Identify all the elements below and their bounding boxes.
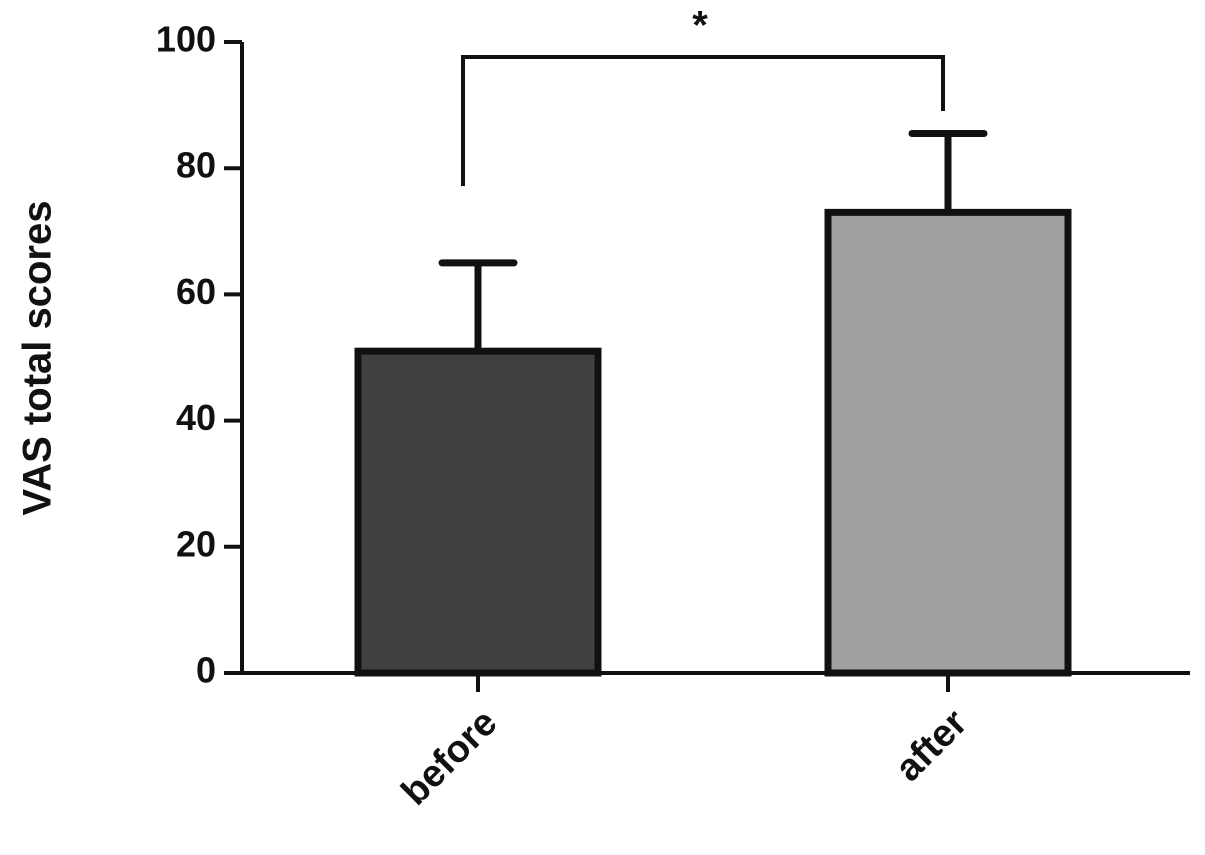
significance-bracket <box>461 55 945 186</box>
bar <box>354 347 602 677</box>
y-tick-label: 60 <box>176 271 216 312</box>
y-tick-label: 0 <box>196 650 216 691</box>
y-tick-label: 100 <box>156 19 216 60</box>
bar <box>824 208 1072 677</box>
y-axis-label: VAS total scores <box>16 201 60 516</box>
x-tick-label: after <box>888 702 976 790</box>
y-tick-label: 80 <box>176 145 216 186</box>
significance-star: * <box>692 4 708 48</box>
y-tick-label: 40 <box>176 397 216 438</box>
y-tick-label: 20 <box>176 523 216 564</box>
x-tick-label: before <box>394 702 506 814</box>
